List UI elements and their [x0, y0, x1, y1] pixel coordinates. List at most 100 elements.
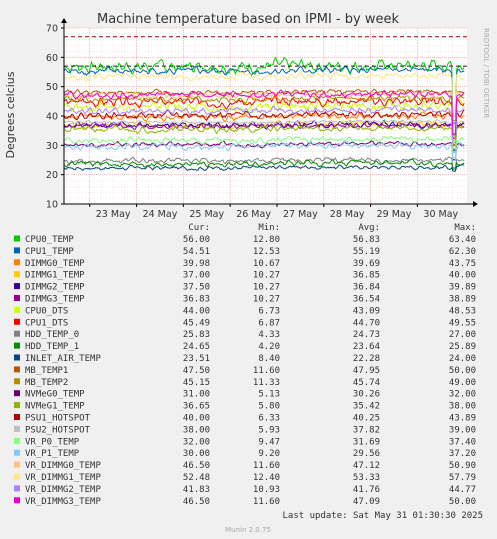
- legend-value: 41.83: [183, 485, 210, 495]
- legend-series-name: HDD_TEMP_0: [25, 330, 79, 340]
- series-lines: [63, 56, 465, 172]
- y-tick-label: 10: [46, 200, 58, 211]
- legend-table: Cur: Min: Avg: Max: CPU0_TEMP 56.00 12.80 56.83…: [14, 223, 476, 507]
- legend-value: 47.95: [353, 366, 380, 376]
- series-line: [63, 109, 465, 146]
- legend-value: 36.85: [353, 271, 380, 281]
- rrdtool-credit: RRDTOOL / TOBI OETIKER: [482, 28, 490, 118]
- y-axis-label: Degrees celcius: [4, 71, 17, 158]
- y-tick-label: 60: [46, 53, 58, 64]
- legend-value: 53.33: [353, 473, 380, 483]
- legend-value: 44.70: [353, 318, 380, 328]
- legend-value: 5.93: [258, 425, 280, 435]
- legend-value: 24.00: [449, 354, 476, 364]
- legend-value: 38.00: [449, 402, 476, 412]
- legend-swatch: [14, 271, 20, 278]
- legend-swatch: [14, 354, 20, 361]
- legend-swatch: [14, 449, 20, 456]
- legend-value: 37.20: [449, 449, 476, 459]
- legend-column-header: Min:: [258, 223, 280, 233]
- legend-value: 39.00: [449, 425, 476, 435]
- legend-swatch: [14, 318, 20, 325]
- legend-value: 40.00: [449, 271, 476, 281]
- legend-value: 29.56: [353, 449, 380, 459]
- last-update: Last update: Sat May 31 01:30:30 2025: [283, 511, 483, 521]
- legend-series-name: VR_DIMMG2_TEMP: [25, 485, 101, 495]
- axes: 10 20 30 40 50 60 70 23 May 24 May 25 May 26 May 27…: [46, 18, 478, 220]
- legend-value: 8.40: [258, 354, 280, 364]
- legend-value: 30.00: [183, 449, 210, 459]
- legend-value: 52.48: [183, 473, 210, 483]
- y-tick-label: 40: [46, 112, 58, 123]
- legend-value: 50.00: [449, 497, 476, 507]
- legend-value: 11.33: [253, 378, 280, 388]
- legend-series-name: INLET_AIR_TEMP: [25, 354, 101, 364]
- series-line: [63, 64, 465, 124]
- legend-value: 4.33: [258, 330, 280, 340]
- legend-value: 11.60: [253, 366, 280, 376]
- series-line: [63, 89, 465, 136]
- legend-value: 25.89: [449, 342, 476, 352]
- legend-value: 24.65: [183, 342, 210, 352]
- legend-value: 38.89: [449, 295, 476, 305]
- legend-series-name: DIMMG2_TEMP: [25, 283, 85, 293]
- legend-value: 12.40: [253, 473, 280, 483]
- y-tick-label: 50: [46, 82, 58, 93]
- legend-series-name: MB_TEMP2: [25, 378, 68, 388]
- legend-series-name: DIMMG0_TEMP: [25, 259, 85, 269]
- series-line: [63, 98, 465, 142]
- legend-series-name: NVMeG0_TEMP: [25, 390, 85, 400]
- legend-series-name: HDD_TEMP_1: [25, 342, 79, 352]
- legend-value: 39.69: [353, 259, 380, 269]
- legend-swatch: [14, 295, 20, 301]
- legend-value: 36.65: [183, 402, 210, 412]
- series-line: [64, 119, 465, 149]
- legend-value: 44.77: [449, 485, 476, 495]
- legend-value: 37.50: [183, 283, 210, 293]
- legend-swatch: [14, 437, 20, 444]
- legend-series-name: VR_DIMMG3_TEMP: [25, 497, 101, 507]
- legend-value: 22.28: [353, 354, 380, 364]
- legend-swatch: [14, 259, 20, 266]
- legend-value: 40.25: [353, 414, 380, 424]
- legend-swatch: [14, 366, 20, 373]
- legend-value: 43.89: [449, 414, 476, 424]
- legend-value: 11.60: [253, 461, 280, 471]
- legend-value: 57.79: [449, 473, 476, 483]
- legend-value: 47.12: [353, 461, 380, 471]
- series-line: [63, 164, 465, 172]
- legend-value: 10.27: [253, 295, 280, 305]
- x-tick-label: 24 May: [143, 209, 178, 220]
- legend-value: 45.15: [183, 378, 210, 388]
- legend-value: 25.83: [183, 330, 210, 340]
- chart-title: Machine temperature based on IPMI - by w…: [97, 12, 399, 27]
- legend-swatch: [14, 378, 20, 385]
- legend-column-header: Max:: [454, 223, 476, 233]
- legend-value: 12.53: [253, 247, 280, 257]
- x-axis-arrow: [473, 201, 478, 207]
- legend-swatch: [14, 497, 20, 504]
- series-line: [63, 111, 465, 147]
- legend-value: 27.00: [449, 330, 476, 340]
- legend-value: 56.83: [353, 235, 380, 245]
- legend-swatch: [14, 330, 20, 337]
- x-tick-label: 25 May: [189, 209, 224, 220]
- legend-swatch: [14, 306, 20, 313]
- legend-value: 31.69: [353, 437, 380, 447]
- series-line: [63, 140, 465, 162]
- x-tick-label: 30 May: [423, 209, 458, 220]
- legend-value: 43.09: [353, 306, 380, 316]
- legend-value: 49.00: [449, 378, 476, 388]
- legend-swatch: [14, 283, 20, 290]
- legend-value: 5.80: [258, 402, 280, 412]
- legend-value: 48.53: [449, 306, 476, 316]
- series-line: [63, 135, 465, 158]
- legend-swatch: [14, 485, 20, 492]
- legend-value: 50.90: [449, 461, 476, 471]
- y-tick-label: 70: [46, 24, 58, 35]
- legend-value: 41.76: [353, 485, 380, 495]
- legend-series-name: CPU0_DTS: [25, 306, 68, 316]
- legend-value: 36.83: [183, 295, 210, 305]
- series-line: [63, 124, 465, 153]
